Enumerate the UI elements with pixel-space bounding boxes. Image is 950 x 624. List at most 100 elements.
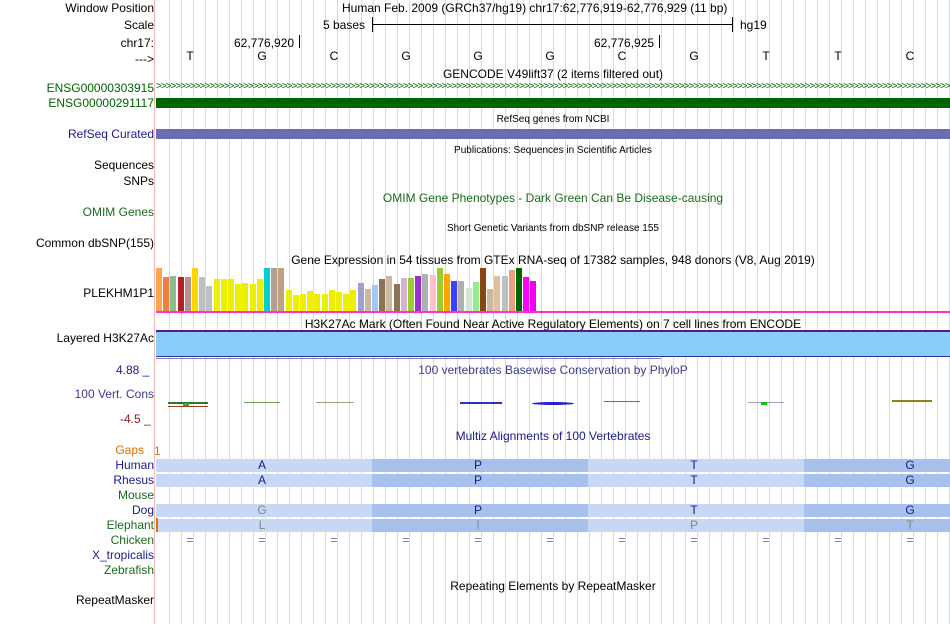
- species-human[interactable]: Human: [115, 458, 154, 472]
- gtex-tissue-bar[interactable]: [487, 289, 494, 311]
- gtex-tissue-bar[interactable]: [480, 268, 486, 311]
- gtex-tissue-bar[interactable]: [256, 279, 263, 311]
- gtex-tissue-bar[interactable]: [336, 292, 342, 311]
- phylop-ymin: -4.5 _: [120, 412, 151, 426]
- gencode-item-2-label[interactable]: ENSG00000291117: [48, 96, 154, 110]
- rhesus-codons-block: [372, 474, 588, 487]
- publications-label[interactable]: Sequences: [93, 158, 154, 172]
- gtex-tissue-bar[interactable]: [177, 277, 184, 311]
- gtex-tissue-bar[interactable]: [199, 277, 206, 311]
- gtex-tissue-bar[interactable]: [458, 281, 465, 311]
- phylop-segment-1-peak: [183, 403, 189, 407]
- gtex-tissue-bar[interactable]: [393, 284, 400, 311]
- gtex-tissue-bar[interactable]: [328, 290, 335, 311]
- gtex-tissue-bar[interactable]: [321, 294, 328, 311]
- dbsnp-label[interactable]: Common dbSNP(155): [35, 236, 154, 250]
- chicken-gap-mark: =: [546, 533, 554, 547]
- chicken-gap-mark: =: [258, 533, 266, 547]
- gtex-tissue-bar[interactable]: [264, 268, 270, 311]
- h3k27ac-signal[interactable]: [156, 332, 950, 356]
- repeatmasker-label[interactable]: RepeatMasker: [75, 593, 154, 607]
- gtex-tissue-bar[interactable]: [213, 279, 220, 311]
- rhesus-codons-letter: P: [473, 473, 482, 487]
- species-mouse[interactable]: Mouse: [117, 488, 154, 502]
- phylop-segment-8: [892, 400, 932, 402]
- gtex-tissue-bar[interactable]: [163, 277, 170, 311]
- species-chicken[interactable]: Chicken: [110, 533, 154, 547]
- gtex-tissue-bar[interactable]: [220, 279, 227, 311]
- gtex-label[interactable]: PLEKHM1P1: [83, 286, 154, 300]
- gtex-tissue-bar[interactable]: [206, 286, 213, 311]
- gtex-tissue-bar[interactable]: [436, 268, 443, 311]
- h3k27ac-title: H3K27Ac Mark (Often Found Near Active Re…: [304, 317, 802, 331]
- gaps-label[interactable]: Gaps: [115, 443, 144, 457]
- rhesus-codons-block: [804, 474, 950, 487]
- phylop-label[interactable]: 100 Vert. Cons: [74, 387, 154, 401]
- species-elephant[interactable]: Elephant: [106, 518, 154, 532]
- gtex-tissue-bar[interactable]: [472, 282, 479, 311]
- dog-codons-letter: T: [690, 503, 698, 517]
- gtex-tissue-bar[interactable]: [292, 295, 299, 311]
- gtex-tissue-bar[interactable]: [278, 268, 285, 311]
- omim-label[interactable]: OMIM Genes: [82, 205, 154, 219]
- species-rhesus[interactable]: Rhesus: [113, 473, 154, 487]
- gtex-tissue-bar[interactable]: [170, 276, 177, 311]
- gtex-tissue-bar[interactable]: [530, 281, 537, 311]
- gencode-item-1-label[interactable]: ENSG00000303915: [46, 81, 154, 95]
- gtex-tissue-bar[interactable]: [364, 289, 371, 311]
- gtex-tissue-bar[interactable]: [508, 270, 515, 311]
- snps-label[interactable]: SNPs: [123, 174, 154, 188]
- refseq-label[interactable]: RefSeq Curated: [67, 127, 154, 141]
- scale-bar-left-tick: [372, 17, 373, 32]
- gtex-tissue-bar[interactable]: [285, 290, 292, 311]
- h3k27ac-label[interactable]: Layered H3K27Ac: [56, 331, 154, 345]
- gtex-expression-bars[interactable]: [156, 268, 546, 311]
- species-dog[interactable]: Dog: [131, 503, 154, 517]
- gtex-tissue-bar[interactable]: [415, 276, 422, 311]
- gtex-tissue-bar[interactable]: [357, 283, 364, 311]
- gtex-tissue-bar[interactable]: [379, 279, 386, 311]
- base-letter: T: [762, 49, 770, 63]
- gencode-item-1-track[interactable]: >>>>>>>>>>>>>>>>>>>>>>>>>>>>>>>>>>>>>>>>…: [156, 81, 950, 92]
- human-codons-letter: A: [257, 458, 266, 472]
- human-codons-block: [156, 459, 372, 472]
- gtex-tissue-bar[interactable]: [422, 274, 429, 311]
- refseq-track[interactable]: [156, 129, 950, 139]
- base-letter: G: [401, 49, 411, 63]
- gtex-tissue-bar[interactable]: [249, 284, 256, 311]
- chicken-gap-mark: =: [618, 533, 626, 547]
- human-codons-block: [804, 459, 950, 472]
- position-tick-1: [299, 35, 300, 48]
- gencode-item-2-track[interactable]: [156, 98, 950, 108]
- gtex-tissue-bar[interactable]: [314, 294, 321, 311]
- gtex-tissue-bar[interactable]: [386, 276, 393, 311]
- dog-codons-letter: G: [905, 503, 915, 517]
- gtex-tissue-bar[interactable]: [156, 268, 162, 311]
- gtex-tissue-bar[interactable]: [343, 294, 350, 311]
- gtex-tissue-bar[interactable]: [228, 279, 234, 311]
- gtex-tissue-bar[interactable]: [350, 290, 357, 311]
- gtex-tissue-bar[interactable]: [372, 285, 378, 311]
- gtex-tissue-bar[interactable]: [400, 278, 407, 311]
- gtex-tissue-bar[interactable]: [242, 283, 249, 311]
- scale-bar-right-tick: [732, 17, 733, 32]
- species-x-tropicalis[interactable]: X_tropicalis: [91, 548, 154, 562]
- gtex-tissue-bar[interactable]: [516, 268, 522, 311]
- species-zebrafish[interactable]: Zebrafish: [103, 563, 154, 577]
- gtex-tissue-bar[interactable]: [271, 268, 278, 311]
- gtex-tissue-bar[interactable]: [451, 281, 458, 311]
- publications-title: Publications: Sequences in Scientific Ar…: [454, 145, 652, 156]
- gtex-tissue-bar[interactable]: [408, 278, 414, 311]
- gtex-tissue-bar[interactable]: [184, 277, 191, 311]
- gtex-tissue-bar[interactable]: [501, 276, 508, 311]
- gtex-tissue-bar[interactable]: [300, 294, 306, 311]
- human-codons-letter: P: [473, 458, 482, 472]
- gtex-tissue-bar[interactable]: [429, 275, 436, 311]
- gtex-tissue-bar[interactable]: [444, 274, 450, 311]
- gtex-tissue-bar[interactable]: [192, 268, 198, 311]
- gtex-tissue-bar[interactable]: [235, 284, 242, 311]
- gtex-tissue-bar[interactable]: [523, 277, 530, 311]
- gtex-tissue-bar[interactable]: [307, 291, 314, 311]
- gtex-tissue-bar[interactable]: [465, 288, 472, 311]
- gtex-tissue-bar[interactable]: [494, 276, 501, 311]
